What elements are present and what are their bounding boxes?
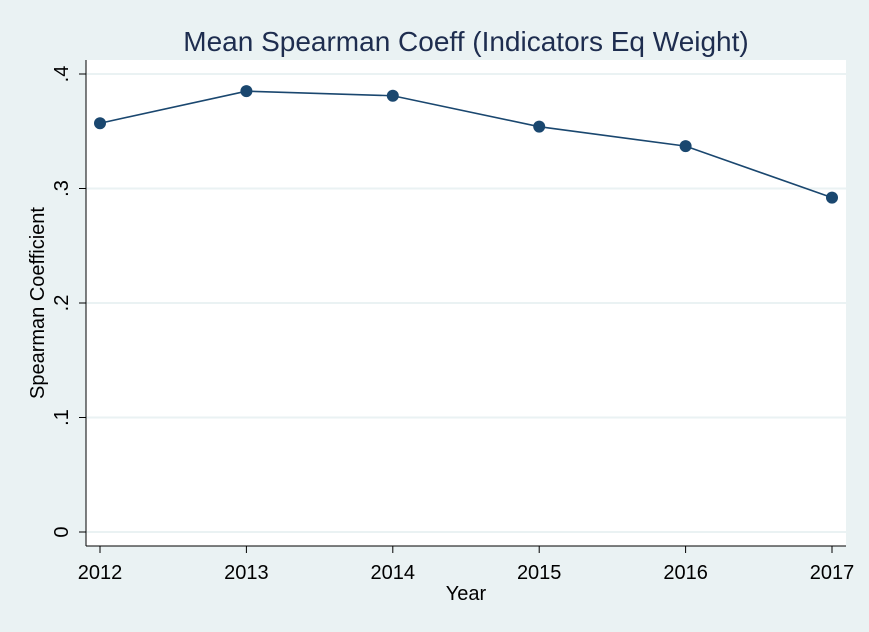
x-tick-label: 2015 [517, 562, 562, 584]
data-point [94, 117, 106, 130]
data-point [679, 140, 692, 153]
data-point [240, 85, 253, 98]
axes: 0 .1 .2 .3 .4 2012 2013 2014 2015 2016 2017 [51, 60, 854, 584]
y-tick-label: .4 [51, 66, 73, 83]
chart-title: Mean Spearman Coeff (Indicators Eq Weigh… [183, 26, 748, 57]
data-point [533, 120, 546, 133]
y-tick-label: .1 [51, 409, 73, 426]
x-tick-label: 2013 [224, 562, 269, 584]
x-axis-label: Year [446, 583, 487, 605]
y-tick-label: 0 [51, 526, 73, 537]
series-layer [94, 85, 838, 204]
data-point [826, 191, 838, 204]
x-tick-label: 2014 [371, 562, 416, 584]
y-tick-label: .2 [51, 295, 73, 312]
x-tick-label: 2012 [78, 562, 123, 584]
data-point [386, 89, 399, 102]
y-axis-label: Spearman Coefficient [27, 207, 49, 399]
grid-lines [86, 73, 846, 533]
series-line [99, 90, 833, 199]
x-tick-label: 2017 [810, 562, 855, 584]
x-tick-label: 2016 [663, 562, 708, 584]
y-tick-label: .3 [51, 180, 73, 197]
